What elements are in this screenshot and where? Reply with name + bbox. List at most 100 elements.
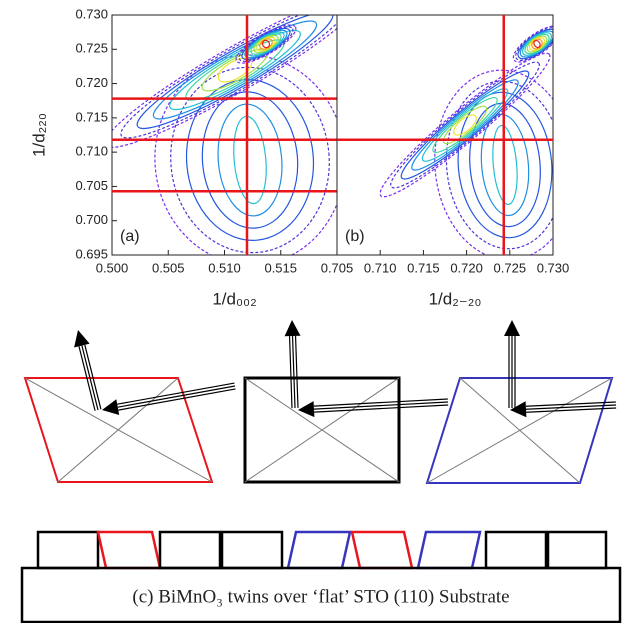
contour <box>434 69 553 255</box>
contour <box>253 34 279 54</box>
x-axis-label: 1/d₀₀₂ <box>212 289 256 308</box>
arrow-shaft <box>313 398 448 407</box>
substrate <box>20 566 622 623</box>
contour <box>453 114 477 136</box>
arrow-shaft <box>117 385 236 408</box>
contour-map <box>379 25 553 255</box>
contour <box>152 20 318 120</box>
arrow-shaft <box>314 404 449 413</box>
domain-block <box>96 530 162 570</box>
arrow-shaft <box>288 336 293 409</box>
contour-map <box>112 15 337 255</box>
contour <box>515 27 553 61</box>
twin-diagrams <box>23 376 614 484</box>
arrow-shaft <box>525 401 616 407</box>
y-tick-label: 0.725 <box>75 41 108 56</box>
domain-block <box>350 530 414 570</box>
y-tick-label: 0.705 <box>75 178 108 193</box>
x-tick-label: 0.725 <box>494 260 527 275</box>
domain-block <box>158 530 222 570</box>
arrow-head <box>284 320 301 337</box>
plot-frame <box>336 14 554 256</box>
arrow-shaft <box>313 401 449 410</box>
arrow-shaft <box>291 335 296 409</box>
arrows <box>74 320 617 418</box>
contour <box>247 31 285 57</box>
x-axis-label: 1/d₂₋₂₀ <box>429 289 482 308</box>
arrow-head <box>102 399 120 416</box>
arrow-head <box>298 401 315 418</box>
contour <box>442 105 488 145</box>
contour <box>250 33 282 55</box>
contour <box>256 36 276 52</box>
contour <box>533 39 541 49</box>
y-tick-label: 0.730 <box>75 6 108 21</box>
contour <box>522 32 552 56</box>
caption: (c) BiMnO₃ twins over ‘flat’ STO (110) S… <box>132 586 509 607</box>
contour <box>201 91 299 229</box>
contour <box>517 28 553 60</box>
x-tick-label: 0.730 <box>537 260 570 275</box>
contour <box>432 97 498 153</box>
arrow-shaft <box>525 404 617 410</box>
arrow-head <box>510 401 527 418</box>
contour <box>261 39 271 49</box>
contour <box>217 103 283 217</box>
black-cell <box>243 376 401 484</box>
arrow-head <box>504 320 520 336</box>
arrow-head <box>74 330 90 348</box>
x-tick-label: 0.500 <box>96 260 129 275</box>
diagonal <box>426 377 613 484</box>
x-tick-label: 0.715 <box>407 260 440 275</box>
contour <box>120 15 337 139</box>
contour <box>390 61 540 189</box>
contour <box>469 102 541 228</box>
y-tick-label: 0.695 <box>75 246 108 261</box>
y-tick-label: 0.720 <box>75 75 108 90</box>
contour <box>241 27 291 61</box>
x-tick-label: 0.705 <box>321 260 354 275</box>
panel-label: (b) <box>345 228 365 245</box>
contour <box>411 79 519 171</box>
y-tick-label: 0.715 <box>75 109 108 124</box>
domain-block <box>484 530 548 570</box>
contour <box>421 88 509 162</box>
contour <box>259 38 273 50</box>
x-tick-label: 0.720 <box>450 260 483 275</box>
domain-block <box>546 530 608 570</box>
panel-label: (a) <box>120 228 140 245</box>
arrow-shaft <box>526 407 617 413</box>
contour <box>244 29 288 59</box>
domain-block <box>36 530 100 570</box>
arrow-shaft <box>78 346 96 411</box>
y-tick-label: 0.700 <box>75 212 108 227</box>
contour <box>379 52 551 198</box>
y-axis-label: 1/d₂₂₀ <box>29 113 48 157</box>
x-tick-label: 0.515 <box>264 260 297 275</box>
contour <box>531 38 543 50</box>
contour <box>400 70 530 180</box>
contour <box>169 29 301 111</box>
arrow-shaft <box>117 382 235 405</box>
arrow-shaft <box>294 335 299 408</box>
contour <box>217 57 253 83</box>
twin-row <box>20 530 622 623</box>
x-tick-label: 0.505 <box>152 260 185 275</box>
domain-block <box>416 530 482 570</box>
domain-block <box>286 530 352 570</box>
contour <box>185 79 315 241</box>
contour <box>480 113 530 217</box>
x-tick-label: 0.710 <box>364 260 397 275</box>
plots: 0.500 0.505 0.510 0.515 0.695 0.700 0.705 0.710… <box>29 6 570 308</box>
contour <box>519 30 553 58</box>
contour <box>512 25 553 63</box>
contour <box>528 37 546 51</box>
arrow-shaft <box>81 345 99 411</box>
diagonal <box>57 377 179 483</box>
contour <box>457 91 553 239</box>
contour <box>154 54 337 255</box>
x-tick-label: 0.510 <box>208 260 241 275</box>
contour <box>170 66 330 254</box>
diagonal <box>244 377 400 483</box>
